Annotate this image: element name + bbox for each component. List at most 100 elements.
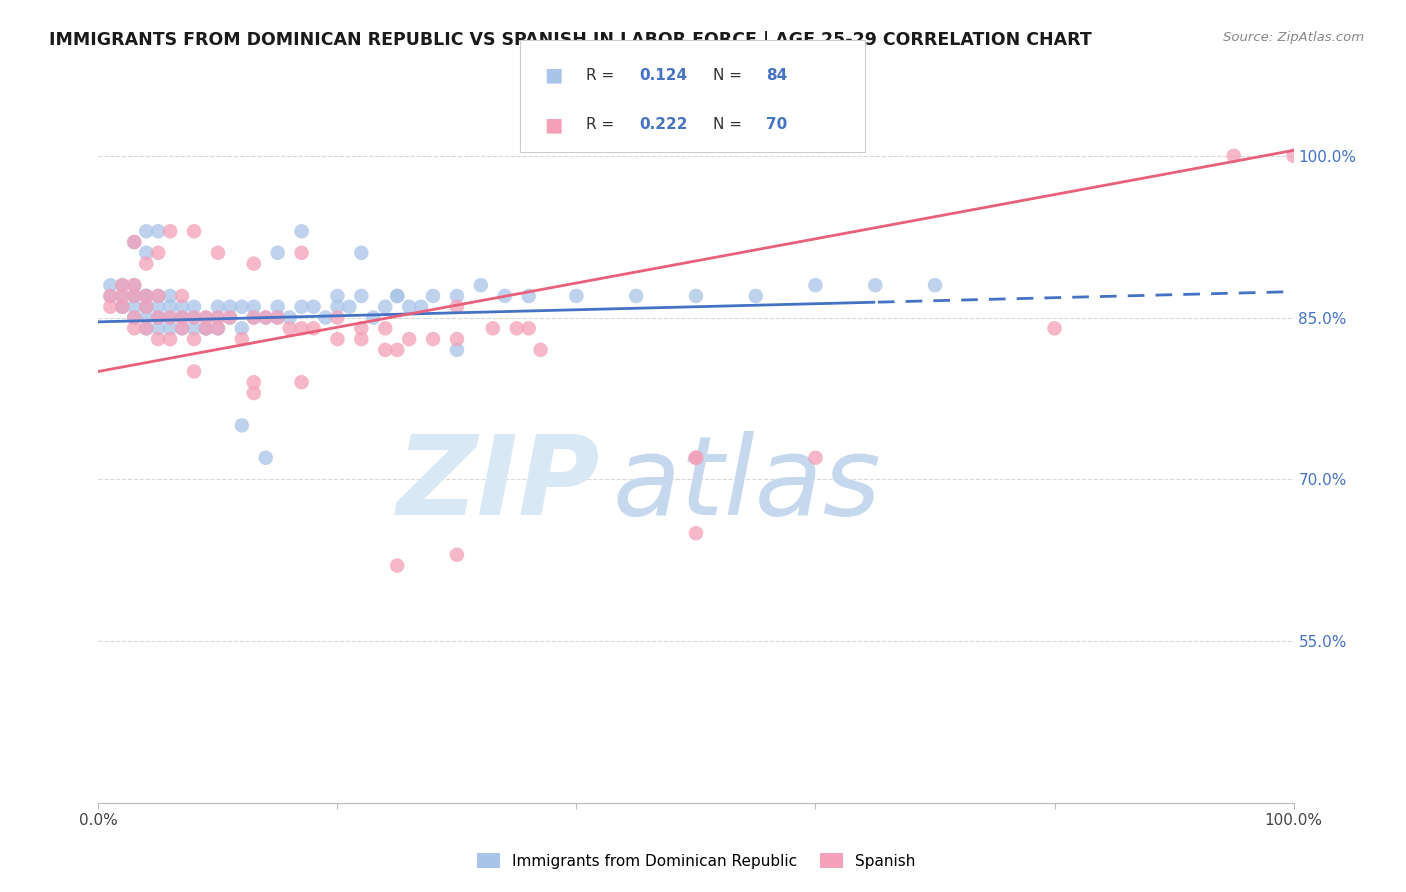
Point [135, 300, 157, 314]
Point [446, 548, 468, 562]
Text: 84: 84 [766, 68, 787, 83]
Point [135, 224, 157, 238]
Point [111, 300, 134, 314]
Point [195, 321, 218, 335]
Point [267, 245, 290, 260]
Point [135, 321, 157, 335]
Point [374, 321, 396, 335]
Point [159, 224, 181, 238]
Point [207, 321, 229, 335]
Point [385, 289, 409, 303]
Point [148, 300, 170, 314]
Text: atlas: atlas [613, 432, 882, 539]
Point [291, 321, 314, 335]
Point [350, 332, 373, 346]
Point [111, 289, 134, 303]
Point [302, 321, 325, 335]
Point [254, 450, 277, 465]
Point [135, 257, 157, 271]
Point [385, 558, 409, 573]
Point [385, 289, 409, 303]
Point [231, 418, 253, 433]
Point [111, 278, 134, 293]
Point [254, 310, 277, 325]
Point [148, 321, 170, 335]
Point [111, 289, 134, 303]
Point [207, 245, 229, 260]
Point [148, 224, 170, 238]
Point [148, 245, 170, 260]
Point [267, 300, 290, 314]
Text: 0.124: 0.124 [640, 68, 688, 83]
Point [231, 332, 253, 346]
Point [804, 278, 827, 293]
Point [219, 300, 242, 314]
Point [530, 343, 553, 357]
Text: N =: N = [713, 117, 747, 132]
Point [267, 310, 290, 325]
Point [124, 278, 146, 293]
Point [243, 386, 266, 401]
Point [517, 289, 540, 303]
Point [135, 300, 157, 314]
Point [291, 245, 314, 260]
Point [207, 300, 229, 314]
Point [135, 289, 157, 303]
Point [517, 321, 540, 335]
Point [159, 300, 181, 314]
Point [685, 289, 707, 303]
Point [326, 332, 349, 346]
Point [195, 321, 218, 335]
Point [148, 332, 170, 346]
Text: 0.222: 0.222 [640, 117, 688, 132]
Point [350, 321, 373, 335]
Point [135, 289, 157, 303]
Point [195, 310, 218, 325]
Point [172, 310, 194, 325]
Point [124, 235, 146, 249]
Point [124, 289, 146, 303]
Point [481, 321, 505, 335]
Point [98, 300, 122, 314]
Point [148, 310, 170, 325]
Point [98, 289, 122, 303]
Text: Source: ZipAtlas.com: Source: ZipAtlas.com [1223, 31, 1364, 45]
Point [506, 321, 529, 335]
Point [1282, 149, 1305, 163]
Point [385, 343, 409, 357]
Text: IMMIGRANTS FROM DOMINICAN REPUBLIC VS SPANISH IN LABOR FORCE | AGE 25-29 CORRELA: IMMIGRANTS FROM DOMINICAN REPUBLIC VS SP… [49, 31, 1092, 49]
Point [278, 321, 301, 335]
Text: 70: 70 [766, 117, 787, 132]
Point [207, 310, 229, 325]
Point [326, 310, 349, 325]
Point [172, 310, 194, 325]
Point [207, 310, 229, 325]
Point [159, 321, 181, 335]
Point [111, 300, 134, 314]
Point [267, 310, 290, 325]
Point [243, 300, 266, 314]
Point [135, 245, 157, 260]
Point [446, 332, 468, 346]
Point [183, 310, 205, 325]
Legend: Immigrants from Dominican Republic, Spanish: Immigrants from Dominican Republic, Span… [471, 847, 921, 875]
Point [135, 321, 157, 335]
Text: N =: N = [713, 68, 747, 83]
Point [148, 310, 170, 325]
Point [172, 289, 194, 303]
Point [183, 332, 205, 346]
Point [172, 321, 194, 335]
Point [291, 224, 314, 238]
Point [207, 321, 229, 335]
Point [339, 300, 361, 314]
Point [363, 310, 385, 325]
Point [422, 332, 444, 346]
Point [183, 321, 205, 335]
Text: R =: R = [586, 117, 620, 132]
Point [291, 376, 314, 390]
Point [219, 310, 242, 325]
Point [111, 278, 134, 293]
Point [685, 450, 707, 465]
Point [124, 310, 146, 325]
Point [159, 310, 181, 325]
